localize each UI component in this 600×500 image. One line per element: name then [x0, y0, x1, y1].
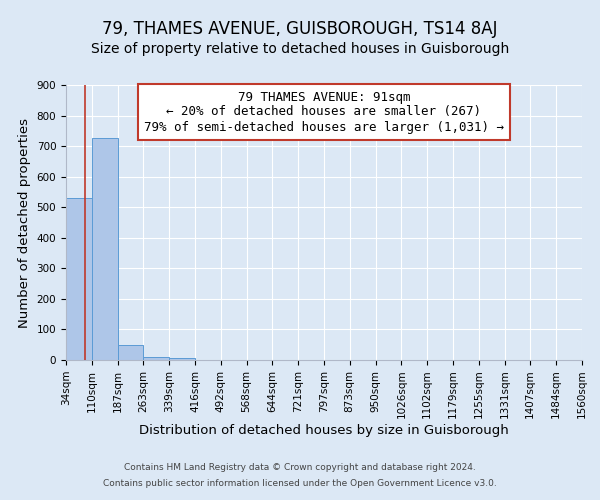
Text: 79, THAMES AVENUE, GUISBOROUGH, TS14 8AJ: 79, THAMES AVENUE, GUISBOROUGH, TS14 8AJ — [102, 20, 498, 38]
Bar — [169, 358, 195, 360]
Y-axis label: Number of detached properties: Number of detached properties — [18, 118, 31, 328]
Bar — [92, 138, 118, 360]
Text: Contains HM Land Registry data © Crown copyright and database right 2024.: Contains HM Land Registry data © Crown c… — [124, 464, 476, 472]
Bar — [118, 344, 143, 360]
Bar — [66, 198, 92, 360]
Text: Contains public sector information licensed under the Open Government Licence v3: Contains public sector information licen… — [103, 478, 497, 488]
Text: 79 THAMES AVENUE: 91sqm
← 20% of detached houses are smaller (267)
79% of semi-d: 79 THAMES AVENUE: 91sqm ← 20% of detache… — [144, 90, 504, 134]
Text: Size of property relative to detached houses in Guisborough: Size of property relative to detached ho… — [91, 42, 509, 56]
Bar — [143, 357, 169, 360]
X-axis label: Distribution of detached houses by size in Guisborough: Distribution of detached houses by size … — [139, 424, 509, 437]
